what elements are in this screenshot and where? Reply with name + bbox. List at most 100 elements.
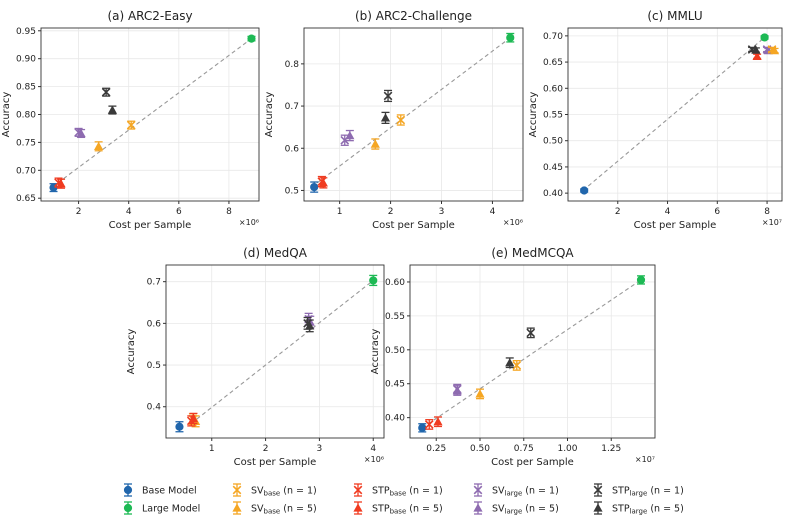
- x-multiplier: ×10⁶: [364, 455, 384, 464]
- x-tick-label: 1: [337, 207, 343, 217]
- x-tick-label: 3: [439, 207, 445, 217]
- data-point-large: [369, 274, 378, 287]
- x-axis-label: Cost per Sample: [491, 457, 574, 468]
- axes-frame: [165, 264, 385, 439]
- x-tick-label: 8: [764, 207, 770, 217]
- y-axis-label: Accuracy: [1, 92, 12, 138]
- legend-item-sv-large: SVlarge (n = 1): [473, 483, 559, 498]
- axes-frame: [409, 264, 656, 439]
- legend-label-subscript: base: [264, 508, 281, 516]
- chart-panel-3: 0.40 0.45 0.50 0.55 0.60 0.65 0.70 2 4 6 8 (c) MMLU…: [528, 9, 783, 231]
- legend-item-sv-base: SVbase (n = 1): [232, 483, 317, 498]
- legend-triangle-marker: [353, 503, 363, 512]
- x-tick-label: 4: [490, 207, 496, 217]
- data-point-x-marker: [424, 420, 434, 429]
- y-tick-label: 0.70: [543, 32, 563, 42]
- data-point-triangle-marker: [769, 45, 780, 55]
- data-point-triangle-marker: [752, 51, 762, 60]
- data-point-sv-base: [769, 45, 780, 55]
- data-point-triangle-marker: [751, 45, 761, 54]
- data-point-base: [418, 423, 427, 433]
- data-point-circle-marker: [247, 34, 256, 43]
- data-point-large: [247, 34, 256, 43]
- y-tick-label: 0.45: [385, 380, 405, 390]
- chart-title: (d) MedQA: [243, 246, 308, 260]
- y-tick-label: 0.70: [16, 166, 36, 176]
- x-tick-label: 3: [317, 444, 323, 454]
- x-tick-label: 2: [388, 207, 394, 217]
- legend-item-sv-base: SVbase (n = 5): [232, 501, 317, 516]
- trend-line: [190, 279, 374, 424]
- data-point-stp-base: [752, 51, 762, 60]
- legend-label-subscript: base: [390, 490, 407, 498]
- data-point-stp-large: [383, 89, 393, 103]
- y-tick-label: 0.40: [385, 414, 405, 424]
- data-point-triangle-marker: [76, 128, 86, 138]
- data-point-x-marker: [512, 361, 522, 370]
- data-point-sv-base: [126, 120, 136, 130]
- legend-label: STPlarge (n = 5): [612, 504, 684, 516]
- chart-title: (c) MMLU: [647, 9, 702, 23]
- x-tick-label: 1: [209, 444, 215, 454]
- legend-item-large: Large Model: [123, 501, 200, 515]
- data-point-circle-marker: [418, 423, 427, 432]
- x-tick-label: 0.75: [514, 444, 534, 454]
- legend-label-n: (n = 1): [406, 486, 443, 497]
- y-tick-label: 0.85: [16, 83, 36, 93]
- legend-label-subscript: large: [505, 490, 523, 498]
- x-tick-label: 4: [370, 444, 376, 454]
- legend-item-stp-base: STPbase (n = 5): [353, 501, 443, 516]
- x-multiplier: ×10⁶: [239, 218, 259, 227]
- legend-label-subscript: large: [505, 508, 523, 516]
- data-point-sv-base: [475, 388, 485, 400]
- data-point-stp-base: [56, 178, 66, 189]
- x-tick-label: 8: [226, 207, 232, 217]
- legend-label: STPbase (n = 5): [372, 504, 443, 516]
- y-tick-label: 0.55: [385, 312, 405, 322]
- y-tick-label: 0.45: [543, 163, 563, 173]
- data-point-large: [760, 33, 769, 42]
- trend-line: [311, 37, 511, 188]
- data-point-sv-base: [396, 114, 406, 126]
- data-point-sv-base: [94, 141, 104, 152]
- data-point-sv-base: [512, 360, 522, 371]
- x-tick-label: 1.25: [601, 444, 621, 454]
- x-axis-label: Cost per Sample: [234, 457, 317, 468]
- legend-label: Base Model: [142, 486, 197, 497]
- data-point-circle-marker: [369, 276, 378, 285]
- x-axis-label: Cost per Sample: [372, 220, 455, 231]
- y-tick-label: 0.4: [147, 403, 162, 413]
- x-tick-label: 4: [665, 207, 671, 217]
- legend-item-sv-large: SVlarge (n = 5): [473, 501, 559, 516]
- y-axis-label: Accuracy: [126, 329, 137, 375]
- chart-title: (b) ARC2-Challenge: [355, 9, 472, 23]
- legend-item-base: Base Model: [123, 483, 197, 497]
- y-tick-label: 0.40: [543, 189, 563, 199]
- data-point-stp-large: [101, 87, 111, 97]
- x-tick-label: 4: [126, 207, 132, 217]
- data-point-base: [580, 186, 589, 195]
- legend-label: SVlarge (n = 5): [492, 504, 559, 516]
- data-point-circle-marker: [175, 422, 184, 431]
- y-tick-label: 0.75: [16, 138, 36, 148]
- data-point-x-marker: [101, 87, 111, 97]
- y-tick-label: 0.60: [385, 278, 405, 288]
- y-tick-label: 0.50: [543, 137, 563, 147]
- x-tick-label: 2: [76, 207, 82, 217]
- data-point-stp-base: [318, 177, 328, 189]
- data-point-triangle-marker: [318, 178, 328, 187]
- data-point-stp-base: [424, 419, 434, 430]
- legend-label: SVbase (n = 1): [251, 486, 317, 498]
- axes-frame: [303, 27, 524, 202]
- y-axis-label: Accuracy: [264, 92, 275, 138]
- legend-x-marker: [473, 485, 483, 495]
- legend-label-subscript: large: [630, 490, 648, 498]
- y-tick-label: 0.65: [543, 58, 563, 68]
- y-tick-label: 0.6: [147, 319, 162, 329]
- data-point-circle-marker: [636, 275, 646, 285]
- legend-label-subscript: large: [630, 508, 648, 516]
- legend-label: SVlarge (n = 1): [492, 486, 559, 498]
- legend-circle-marker: [123, 485, 133, 495]
- data-point-circle-marker: [506, 33, 515, 42]
